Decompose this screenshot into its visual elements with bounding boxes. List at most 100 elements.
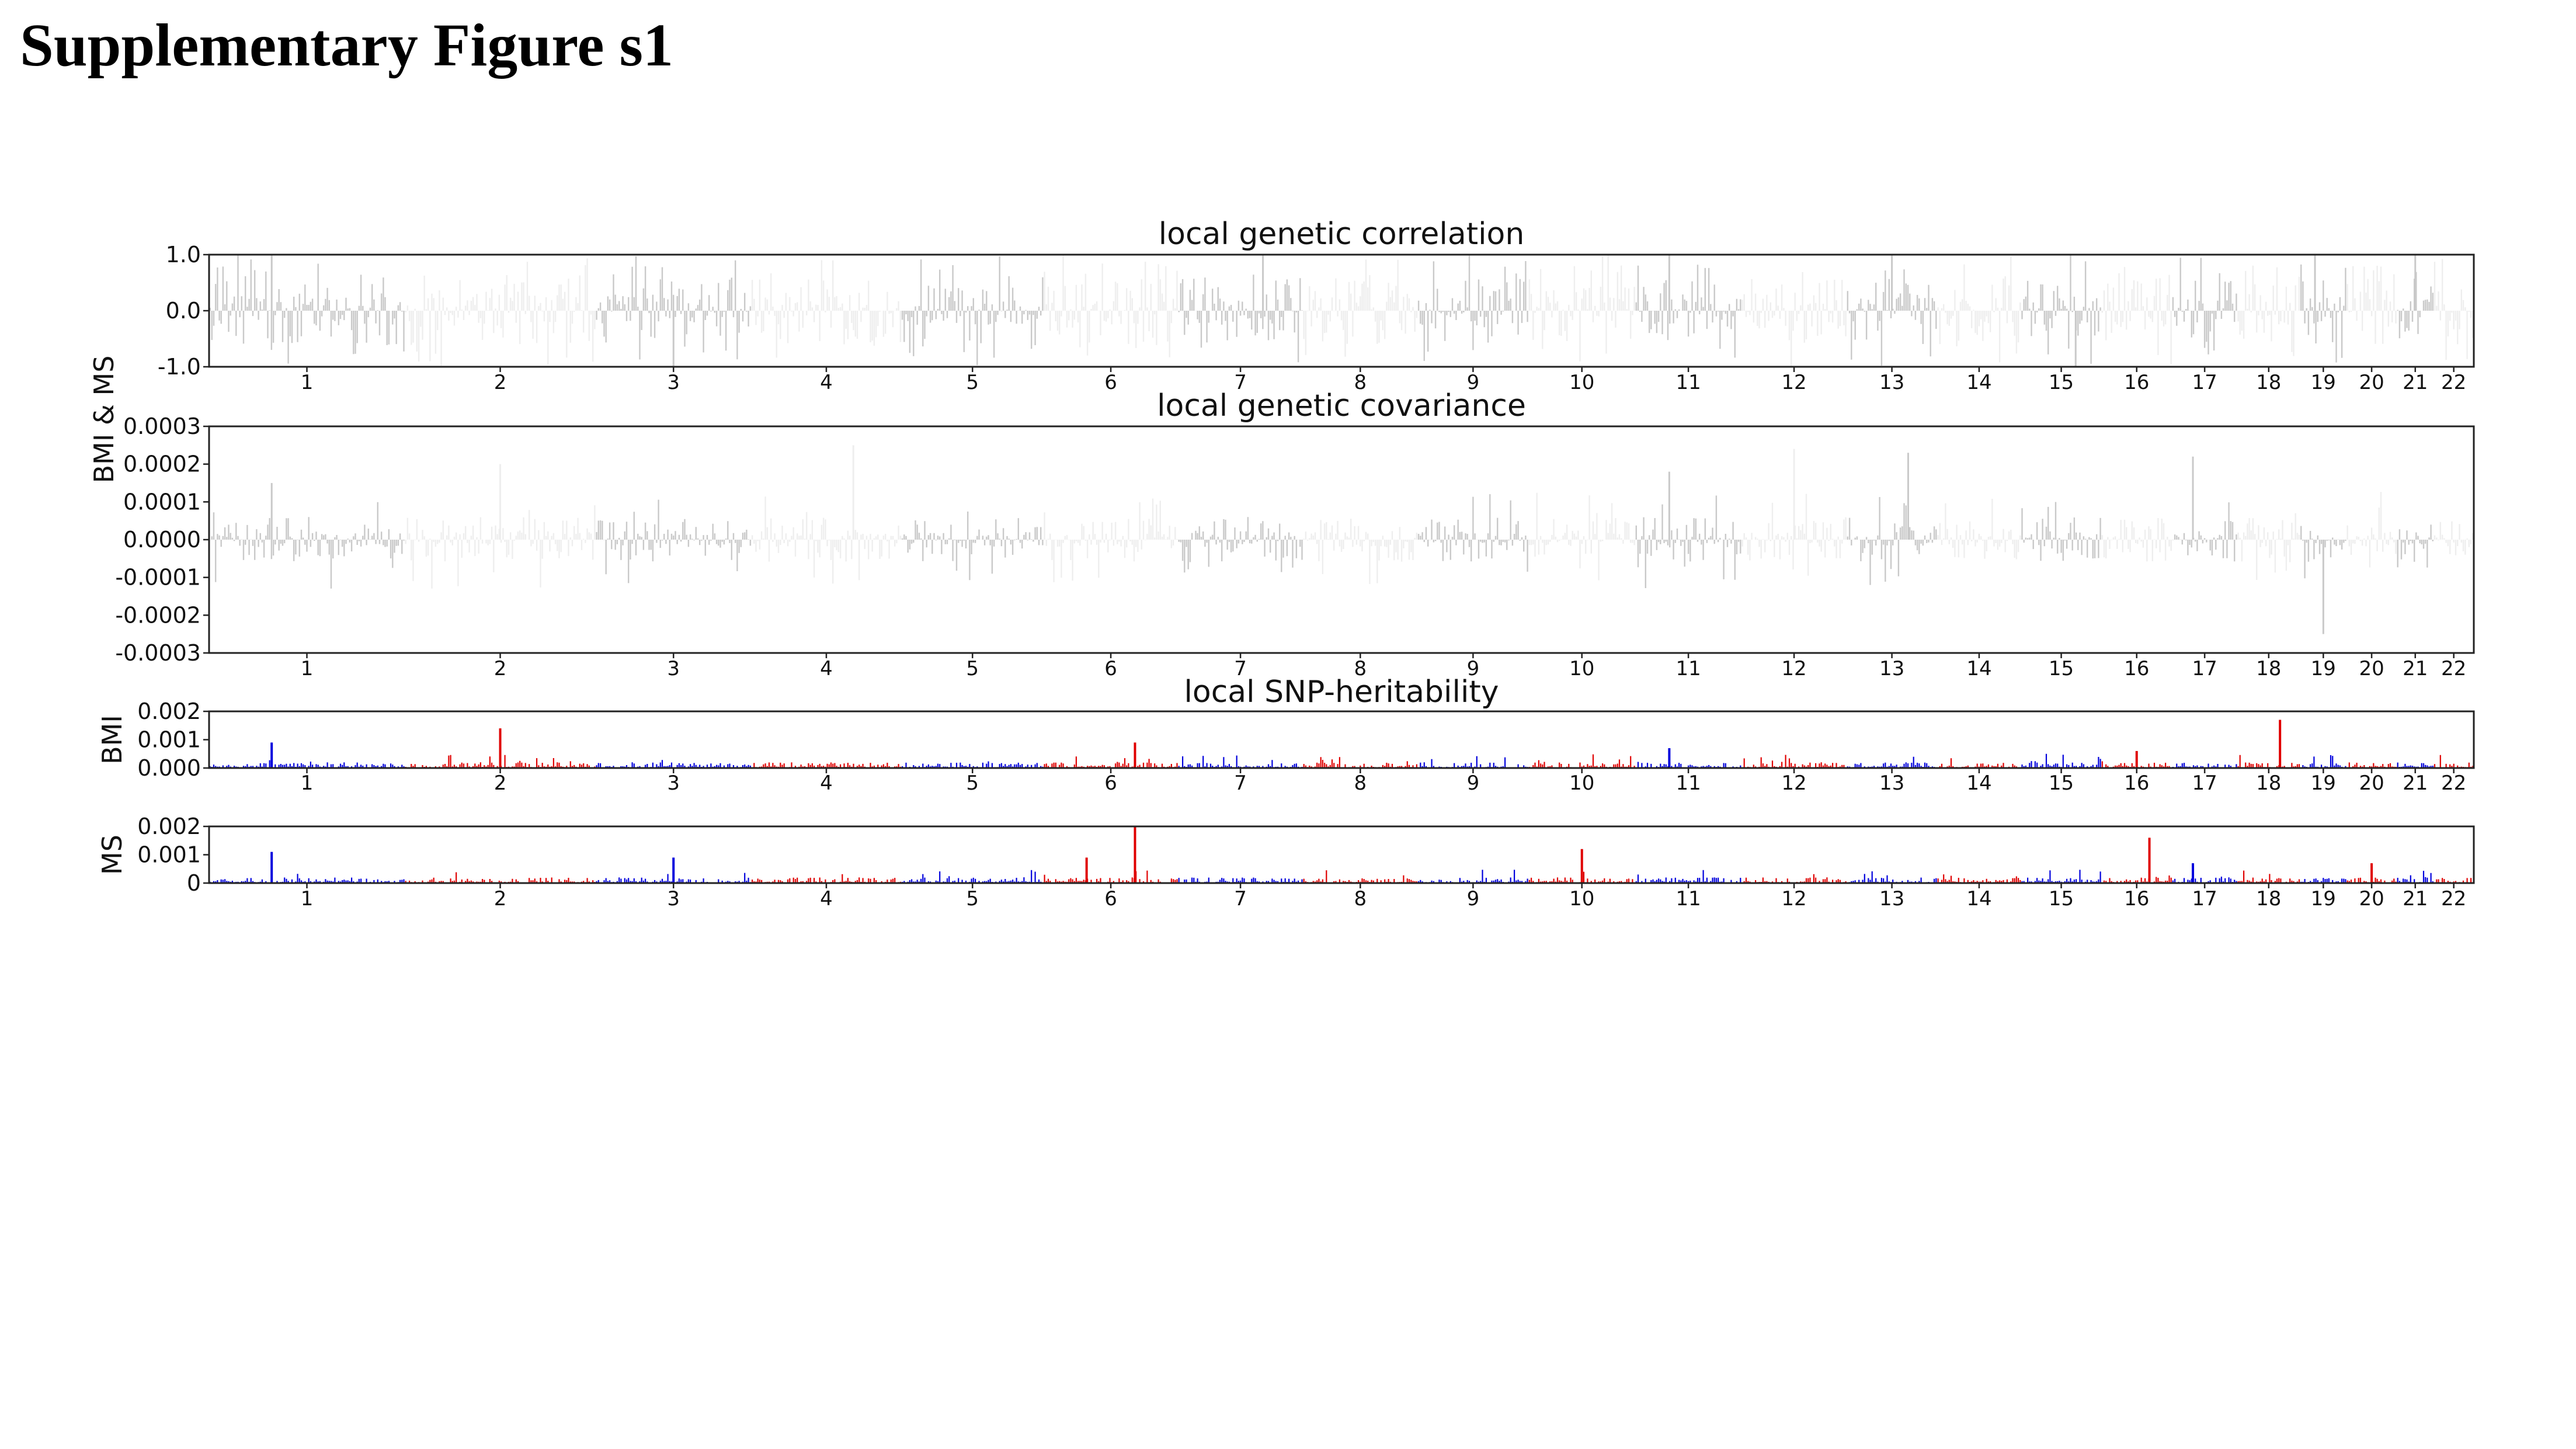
chrom-bars-9 xyxy=(1418,870,1528,883)
x-tick-label: 11 xyxy=(1675,887,1701,911)
y-tick-label: 0.002 xyxy=(137,814,201,839)
x-tick-label: 1 xyxy=(301,657,314,680)
x-tick-label: 11 xyxy=(1675,371,1701,394)
x-tick-label: 13 xyxy=(1879,887,1904,911)
bar-series-chr11 xyxy=(1635,762,1741,768)
bar-series-chr2 xyxy=(405,505,596,589)
y-tick-label: -0.0002 xyxy=(115,602,201,628)
chrom-bars-9 xyxy=(1417,494,1528,572)
y-tick-label: -1.0 xyxy=(158,354,201,380)
x-tick-label: 11 xyxy=(1675,657,1701,680)
bar-series-chr22 xyxy=(2434,755,2474,768)
x-tick-label: 5 xyxy=(966,371,979,394)
bar-series-chr13 xyxy=(1847,871,1937,883)
x-tick-label: 15 xyxy=(2049,772,2074,795)
x-tick-label: 19 xyxy=(2311,371,2336,394)
x-tick-label: 18 xyxy=(2256,371,2281,394)
bar-series-chr5 xyxy=(901,256,1044,366)
chrom-bars-5 xyxy=(901,511,1044,581)
chrom-bars-7 xyxy=(1178,274,1303,363)
bar-series-chr22 xyxy=(2434,521,2474,555)
chrom-bars-13 xyxy=(1847,871,1937,883)
x-tick-label: 10 xyxy=(1569,657,1594,680)
chrom-bars-4 xyxy=(751,496,902,584)
chrom-bars-10 xyxy=(1528,754,1635,768)
chrom-bars-19 xyxy=(2300,264,2346,363)
x-tick-label: 12 xyxy=(1781,657,1806,680)
bar-series-chr16 xyxy=(2101,267,2172,364)
bar-series-chr13 xyxy=(1847,756,1937,768)
bar-series-chr14 xyxy=(1937,874,2021,883)
y-tick-label: 0 xyxy=(187,870,201,896)
bar-series-chr20 xyxy=(2346,492,2397,568)
chrom-bars-7 xyxy=(1178,517,1303,573)
x-tick-label: 9 xyxy=(1467,887,1480,911)
bar-series-chr8 xyxy=(1303,259,1418,357)
bar-series-chr1 xyxy=(209,874,405,883)
bar-series-chr12 xyxy=(1741,755,1847,768)
chrom-bars-2 xyxy=(405,505,596,589)
x-tick-label: 14 xyxy=(1966,772,1991,795)
bar-series-chr15 xyxy=(2021,870,2101,883)
bar-series-chr3 xyxy=(596,499,752,583)
x-tick-label: 14 xyxy=(1966,371,1991,394)
chrom-bars-2 xyxy=(405,258,596,366)
x-tick-label: 7 xyxy=(1234,887,1247,911)
x-tick-label: 8 xyxy=(1354,657,1367,680)
bar-series-chr17 xyxy=(2172,258,2237,355)
y-tick-label: 0.000 xyxy=(137,755,201,781)
x-tick-label: 10 xyxy=(1569,772,1594,795)
x-tick-label: 5 xyxy=(966,887,979,911)
x-tick-label: 20 xyxy=(2359,657,2384,680)
x-tick-label: 10 xyxy=(1569,371,1594,394)
x-tick-label: 16 xyxy=(2124,371,2149,394)
x-tick-label: 10 xyxy=(1569,887,1594,911)
chrom-bars-3 xyxy=(596,256,752,360)
bar-series-chr1 xyxy=(209,760,405,768)
chrom-bars-7 xyxy=(1178,755,1303,768)
bar-series-chr8 xyxy=(1303,757,1417,768)
x-tick-label: 4 xyxy=(820,772,833,795)
bar-series-chr18 xyxy=(2237,513,2300,580)
x-tick-label: 22 xyxy=(2441,371,2466,394)
x-tick-label: 8 xyxy=(1354,772,1367,795)
x-tick-label: 5 xyxy=(966,772,979,795)
bar-series-chr19 xyxy=(2300,526,2346,579)
x-tick-label: 19 xyxy=(2311,887,2336,911)
chrom-bars-6 xyxy=(1044,756,1178,768)
chrom-bars-6 xyxy=(1044,255,1178,357)
plot-frame xyxy=(208,825,2475,884)
x-tick-label: 22 xyxy=(2441,657,2466,680)
x-tick-label: 14 xyxy=(1966,657,1991,680)
chrom-bars-10 xyxy=(1528,492,1635,581)
bar-series-chr10 xyxy=(1528,255,1635,362)
bar-series-chr14 xyxy=(1937,758,2021,768)
bar-series-chr7 xyxy=(1178,755,1303,768)
x-tick-label: 15 xyxy=(2049,887,2074,911)
x-tick-label: 6 xyxy=(1104,371,1117,394)
x-tick-label: 21 xyxy=(2403,657,2428,680)
x-tick-label: 4 xyxy=(820,887,833,911)
chrom-bars-1 xyxy=(209,502,405,589)
chrom-bars-11 xyxy=(1635,495,1741,588)
chrom-bars-12 xyxy=(1741,874,1847,883)
chrom-bars-15 xyxy=(2021,753,2101,768)
y-tick-label: 0.0003 xyxy=(123,413,201,439)
chrom-bars-14 xyxy=(1937,874,2021,883)
bar-series-chr18 xyxy=(2237,870,2300,883)
chrom-bars-15 xyxy=(2021,255,2101,364)
x-tick-label: 7 xyxy=(1234,772,1247,795)
chrom-bars-11 xyxy=(1635,870,1741,883)
bar-series-chr2 xyxy=(405,872,596,883)
bar-series-chr9 xyxy=(1417,494,1528,572)
x-tick-label: 17 xyxy=(2192,371,2217,394)
bar-series-chr3 xyxy=(596,760,751,768)
chrom-bars-1 xyxy=(209,874,405,883)
x-tick-label: 3 xyxy=(667,887,680,911)
bar-series-chr21 xyxy=(2397,272,2434,339)
chrom-bars-18 xyxy=(2237,870,2300,883)
chrom-bars-12 xyxy=(1741,272,1847,367)
